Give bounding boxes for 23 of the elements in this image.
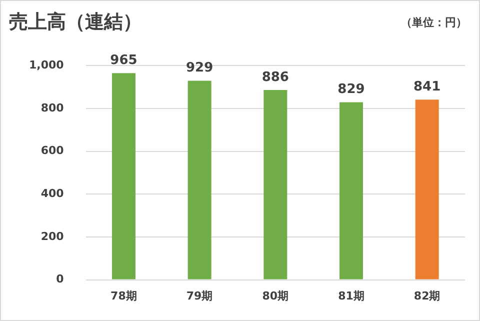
chart-title: 売上高（連結） xyxy=(9,10,142,35)
y-tick-label: 200 xyxy=(40,230,64,243)
bar xyxy=(339,102,363,280)
y-tick-label: 0 xyxy=(56,272,64,286)
bar xyxy=(415,100,439,280)
bar xyxy=(264,90,288,280)
bar xyxy=(188,80,212,280)
data-label: 929 xyxy=(186,60,214,76)
y-tick-label: 400 xyxy=(40,186,64,200)
x-tick-label: 82期 xyxy=(414,289,440,302)
x-tick-label: 78期 xyxy=(110,289,137,302)
x-tick-label: 79期 xyxy=(186,289,213,302)
data-label: 841 xyxy=(414,80,441,95)
data-label: 965 xyxy=(110,52,138,68)
text: （単位：円） xyxy=(401,15,467,30)
bar xyxy=(112,73,136,280)
data-label: 829 xyxy=(338,82,365,98)
y-tick-label: 600 xyxy=(40,144,64,158)
x-tick-label: 80期 xyxy=(262,289,289,302)
y-tick-label: 800 xyxy=(40,101,64,114)
y-tick-label: 1,000 xyxy=(28,58,64,72)
data-label: 886 xyxy=(262,70,289,85)
x-tick-label: 81期 xyxy=(338,289,364,302)
